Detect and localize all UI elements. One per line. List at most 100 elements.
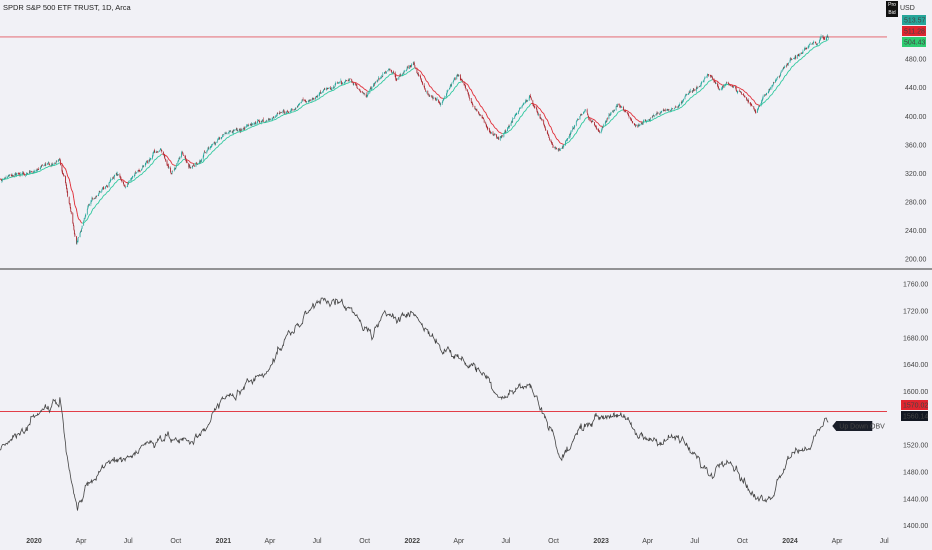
price-axis-tag-label: 513.57 <box>904 18 926 25</box>
price-ma-segment <box>98 200 101 202</box>
price-candle <box>365 94 367 98</box>
price-candle <box>328 87 329 89</box>
price-ma-segment <box>752 98 755 101</box>
price-candle <box>237 130 239 131</box>
price-candle <box>404 71 405 72</box>
price-ma-segment <box>407 71 410 73</box>
price-candle <box>410 65 412 67</box>
price-ma-segment <box>773 89 776 92</box>
price-ma-segment <box>108 189 110 192</box>
price-ma-segment <box>438 95 441 97</box>
price-candle <box>432 96 434 99</box>
price-candle <box>659 112 661 115</box>
price-ma-segment <box>573 134 576 136</box>
price-candle <box>113 175 115 179</box>
price-candle <box>540 117 541 119</box>
price-candle <box>416 68 418 74</box>
price-candle <box>413 62 415 64</box>
price-candle <box>373 83 375 86</box>
price-candle <box>749 102 751 105</box>
price-candle <box>496 134 498 138</box>
price-candle <box>459 75 461 80</box>
obv-series-tag[interactable]: Up Down OBV <box>832 421 885 432</box>
price-candle <box>471 102 473 105</box>
price-candle <box>171 173 173 174</box>
price-ma-segment <box>776 85 778 88</box>
price-candle <box>702 81 704 83</box>
price-candle <box>336 82 338 84</box>
price-candle <box>215 141 217 143</box>
price-candle <box>412 62 414 64</box>
price-ma-segment <box>217 145 220 147</box>
time-axis[interactable]: 2020 Apr Jul Oct 2021 Apr Jul Oct 2022 Apr Jul Oct 2… <box>26 538 889 545</box>
obv-axis[interactable]: 1400.001440.001480.001520.001560.001600.… <box>901 282 928 531</box>
price-candle <box>682 100 684 102</box>
price-candle <box>635 125 637 127</box>
price-candle <box>714 80 715 82</box>
price-ma-segment <box>385 77 387 80</box>
price-candle <box>436 99 438 101</box>
price-candle <box>794 56 796 58</box>
price-candle <box>77 237 79 242</box>
price-ma-segment <box>718 82 720 85</box>
price-candle <box>639 123 641 126</box>
price-candle <box>552 144 554 148</box>
price-candle <box>433 98 434 99</box>
price-ma-segment <box>598 123 600 125</box>
price-candle <box>371 86 373 90</box>
price-candle <box>588 118 590 120</box>
price-candle <box>175 167 177 170</box>
price-candle <box>750 104 752 105</box>
price-candle <box>65 176 66 184</box>
price-candle <box>45 164 47 166</box>
price-ma-segment <box>541 111 543 113</box>
currency-label[interactable]: USD <box>900 5 915 12</box>
price-candle <box>144 164 146 166</box>
price-candle <box>521 105 523 108</box>
price-candle <box>355 83 357 85</box>
time-axis-tick: Jul <box>313 538 322 545</box>
price-candle <box>52 164 54 166</box>
price-candle <box>581 114 582 115</box>
price-candle <box>165 158 166 161</box>
price-ma-segment <box>610 118 613 121</box>
price-ma-segment <box>378 83 380 86</box>
price-ma-segment <box>796 61 799 63</box>
price-ma-segment <box>598 124 600 126</box>
price-ma-segment <box>545 118 548 121</box>
price-candle <box>174 167 176 170</box>
price-ma-segment <box>596 121 599 124</box>
price-candle <box>225 132 226 134</box>
price-ma-segment <box>457 82 460 84</box>
price-candle <box>819 38 821 41</box>
price-candle <box>18 173 19 174</box>
price-candle <box>229 131 230 132</box>
price-ma-segment <box>213 149 215 151</box>
price-candle <box>447 91 448 93</box>
price-ma-segment <box>112 185 114 187</box>
price-candle <box>389 68 391 71</box>
price-ma-segment <box>469 88 472 91</box>
price-candle <box>232 132 234 134</box>
price-candle <box>243 128 244 129</box>
price-candle <box>406 67 408 70</box>
price-candle <box>7 176 9 178</box>
price-candle <box>601 129 603 132</box>
price-ma-segment <box>215 147 217 149</box>
price-candle <box>449 86 451 88</box>
price-candle <box>671 108 672 111</box>
price-candle <box>204 151 206 153</box>
price-candle <box>826 36 828 37</box>
price-candle <box>663 109 665 111</box>
price-candle <box>808 46 810 48</box>
price-candle <box>142 166 144 167</box>
price-axis[interactable]: 200.00240.00280.00320.00360.00400.00440.… <box>902 15 927 263</box>
price-ma-segment <box>682 104 684 107</box>
price-ma-segment <box>365 89 368 91</box>
scale-menu-button[interactable]: Pro Bid <box>886 1 898 17</box>
price-candle <box>193 164 195 166</box>
price-ma-segment <box>630 112 632 114</box>
price-ma-segment <box>467 85 470 87</box>
price-candle <box>725 83 727 85</box>
